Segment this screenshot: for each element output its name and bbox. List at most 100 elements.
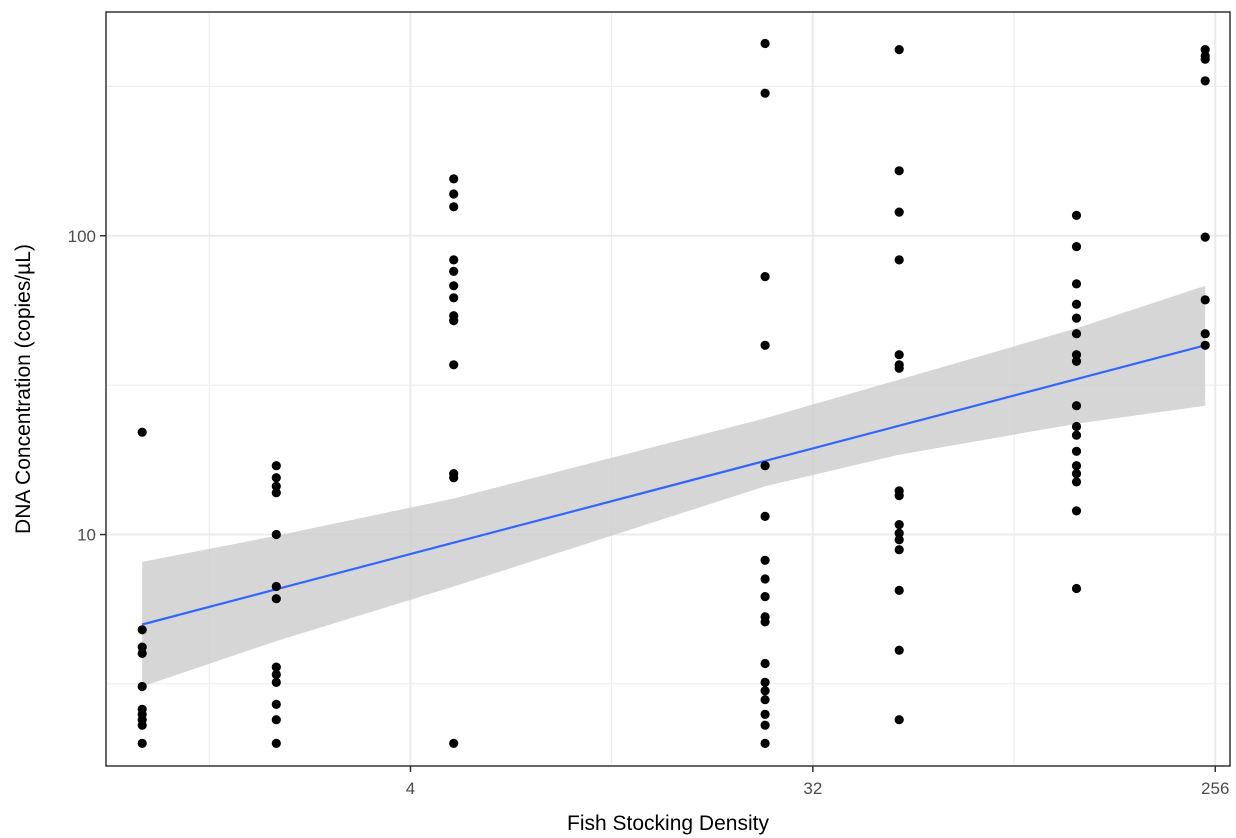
data-point — [449, 202, 459, 212]
data-point — [449, 738, 459, 749]
data-point — [760, 340, 770, 350]
data-point — [271, 488, 281, 498]
data-point — [1071, 477, 1082, 487]
data-point — [1071, 469, 1082, 479]
data-point — [1071, 430, 1082, 440]
data-point — [760, 686, 770, 696]
data-point — [1071, 329, 1082, 339]
data-point — [760, 461, 770, 471]
data-point — [760, 272, 770, 282]
data-point — [760, 592, 770, 602]
y-tick-label: 100 — [68, 227, 96, 246]
data-point — [271, 481, 281, 491]
x-tick-label: 32 — [803, 779, 822, 798]
x-tick-label: 4 — [406, 779, 415, 798]
data-point — [894, 528, 904, 538]
data-point — [1071, 242, 1082, 252]
data-point — [894, 207, 904, 217]
data-point — [1200, 340, 1210, 350]
data-point — [1071, 583, 1082, 594]
data-point — [1200, 232, 1210, 242]
data-point — [1071, 299, 1082, 309]
panel-border — [105, 11, 1231, 767]
data-point — [1200, 54, 1210, 64]
data-point — [1200, 76, 1210, 86]
data-point — [271, 662, 281, 672]
data-point — [1071, 350, 1082, 360]
data-points — [137, 38, 1210, 749]
data-point — [1071, 446, 1082, 456]
data-point — [449, 316, 459, 326]
data-point — [271, 581, 281, 592]
data-point — [894, 645, 904, 655]
data-point — [760, 658, 770, 669]
data-point — [1071, 421, 1082, 432]
data-point — [449, 189, 459, 199]
data-point — [1071, 356, 1082, 366]
data-point — [1071, 506, 1082, 516]
data-point — [449, 266, 459, 276]
data-point — [449, 293, 459, 303]
data-point — [137, 720, 147, 730]
data-point — [449, 360, 459, 370]
data-point — [894, 520, 904, 530]
data-point — [271, 461, 281, 471]
data-point — [760, 695, 770, 705]
data-point — [449, 255, 459, 265]
data-point — [271, 669, 281, 680]
data-point — [894, 166, 904, 176]
data-point — [1071, 279, 1082, 289]
data-point — [271, 473, 281, 483]
data-point — [894, 45, 904, 55]
data-point — [894, 255, 904, 265]
data-point — [137, 648, 147, 659]
data-point — [1071, 401, 1082, 411]
data-point — [137, 625, 147, 635]
regression-line — [141, 344, 1206, 626]
data-point — [760, 88, 770, 98]
data-point — [271, 677, 281, 688]
data-point — [271, 738, 281, 749]
data-point — [449, 281, 459, 291]
data-point — [1200, 45, 1210, 55]
data-point — [760, 555, 770, 565]
data-point — [894, 535, 904, 545]
data-point — [137, 642, 147, 652]
y-axis-ticks: 10 100 — [68, 227, 106, 545]
data-point — [271, 715, 281, 725]
data-point — [894, 363, 904, 373]
y-axis-title: DNA Concentration (copies/µL) — [12, 244, 35, 534]
data-point — [1071, 313, 1082, 323]
x-axis-title: Fish Stocking Density — [567, 812, 769, 835]
data-point — [760, 720, 770, 730]
x-tick-label: 256 — [1201, 779, 1229, 798]
data-point — [760, 738, 770, 749]
data-point — [760, 709, 770, 720]
x-axis-ticks: 4 32 256 — [406, 766, 1229, 798]
data-point — [894, 350, 904, 360]
data-point — [449, 473, 459, 483]
data-point — [760, 38, 770, 49]
data-point — [1200, 329, 1210, 339]
data-point — [137, 427, 147, 437]
data-point — [1071, 461, 1082, 471]
data-point — [894, 545, 904, 555]
data-point — [449, 174, 459, 184]
data-point — [271, 594, 281, 604]
data-point — [760, 574, 770, 584]
data-point — [271, 529, 281, 540]
data-point — [137, 738, 147, 749]
data-point — [894, 715, 904, 725]
y-tick-label: 10 — [77, 526, 96, 545]
data-point — [271, 699, 281, 710]
data-point — [760, 677, 770, 688]
data-point — [137, 681, 147, 692]
data-point — [1071, 210, 1082, 220]
data-point — [1200, 295, 1210, 305]
data-point — [894, 585, 904, 596]
data-point — [760, 617, 770, 627]
confidence-band — [142, 285, 1206, 687]
data-point — [894, 491, 904, 501]
data-point — [760, 511, 770, 521]
